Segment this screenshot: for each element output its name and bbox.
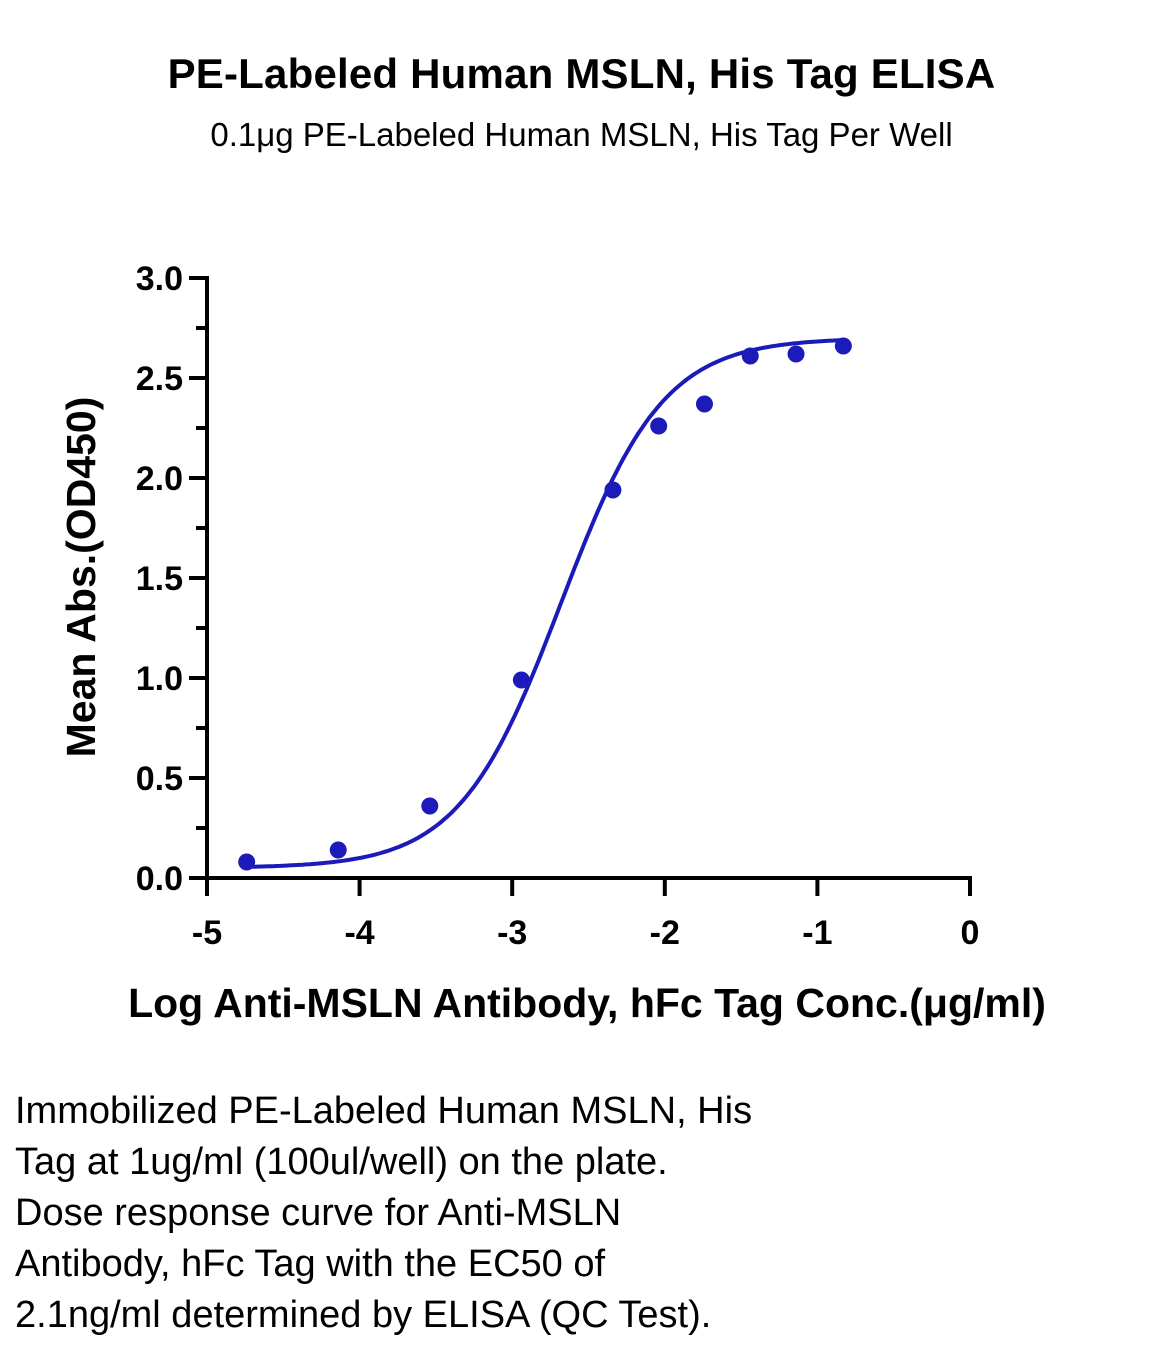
x-tick-label: -3 <box>497 914 527 952</box>
caption-line: Immobilized PE-Labeled Human MSLN, His <box>15 1090 753 1132</box>
x-tick-label: -2 <box>650 914 680 952</box>
y-tick-label: 0.0 <box>136 860 183 898</box>
y-tick-label: 1.5 <box>136 560 183 598</box>
y-tick-label: 2.5 <box>136 360 183 398</box>
data-point <box>329 841 347 859</box>
data-point <box>834 337 852 355</box>
x-tick-label: -1 <box>802 914 832 952</box>
data-point <box>238 853 256 871</box>
elisa-chart: 0.0 0.5 1.0 1.5 2.0 2.5 3.0 -5 -4 -3 -2 -1 0 Mean Ab… <box>58 260 1046 1026</box>
x-tick-label: 0 <box>961 914 980 952</box>
figure-caption: Immobilized PE-Labeled Human MSLN, His T… <box>15 1086 1115 1341</box>
caption-line: Tag at 1ug/ml (100ul/well) on the plate. <box>15 1141 668 1183</box>
y-tick-label: 3.0 <box>136 260 183 298</box>
data-point <box>512 671 530 689</box>
caption-line: Dose response curve for Anti-MSLN <box>15 1192 622 1234</box>
caption-line: 2.1ng/ml determined by ELISA (QC Test). <box>15 1294 712 1336</box>
y-tick-label: 0.5 <box>136 760 183 798</box>
x-tick-label: -4 <box>344 914 374 952</box>
data-point <box>421 797 439 815</box>
data-point <box>787 345 805 363</box>
data-point <box>695 395 713 413</box>
chart-subtitle: 0.1μg PE-Labeled Human MSLN, His Tag Per… <box>210 116 953 153</box>
data-points <box>238 337 852 871</box>
data-point <box>604 481 622 499</box>
chart-title: PE-Labeled Human MSLN, His Tag ELISA <box>167 50 996 97</box>
y-tick-label: 1.0 <box>136 660 183 698</box>
axes: 0.0 0.5 1.0 1.5 2.0 2.5 3.0 -5 -4 -3 -2 -1 0 <box>136 260 980 952</box>
y-axis-label: Mean Abs.(OD450) <box>58 397 104 758</box>
x-axis-label: Log Anti-MSLN Antibody, hFc Tag Conc.(μg… <box>128 980 1046 1026</box>
x-tick-label: -5 <box>192 914 222 952</box>
data-point <box>650 417 668 435</box>
y-tick-label: 2.0 <box>136 460 183 498</box>
fit-curve <box>246 338 844 869</box>
caption-line: Antibody, hFc Tag with the EC50 of <box>15 1243 606 1285</box>
data-point <box>741 347 759 365</box>
